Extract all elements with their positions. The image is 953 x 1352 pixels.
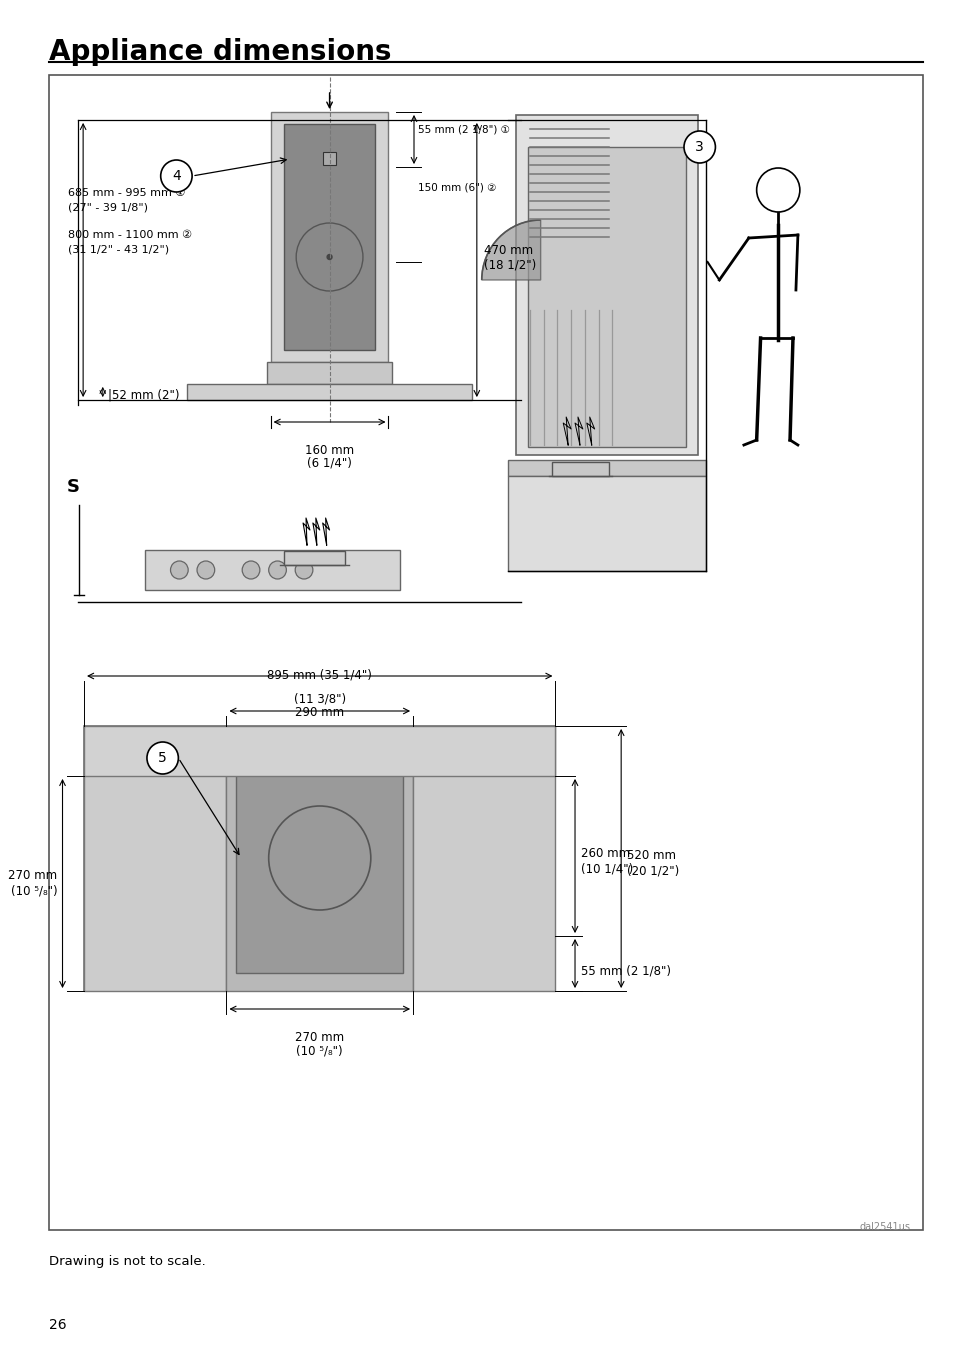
Text: dal2541us: dal2541us: [859, 1222, 910, 1232]
Text: (18 1/2"): (18 1/2"): [483, 258, 536, 272]
Text: 895 mm (35 1/4"): 895 mm (35 1/4"): [267, 668, 372, 681]
Text: (31 1/2" - 43 1/2"): (31 1/2" - 43 1/2"): [69, 245, 170, 256]
Text: 3: 3: [695, 141, 703, 154]
Circle shape: [756, 168, 799, 212]
Text: 290 mm: 290 mm: [294, 706, 344, 719]
Bar: [84, 726, 226, 991]
Text: 150 mm (6") ②: 150 mm (6") ②: [417, 183, 496, 192]
Text: 520 mm
(20 1/2"): 520 mm (20 1/2"): [626, 849, 679, 877]
Bar: [236, 744, 403, 973]
Circle shape: [197, 561, 214, 579]
Bar: [552, 462, 609, 476]
Bar: [49, 74, 922, 1230]
Wedge shape: [481, 220, 540, 280]
Circle shape: [242, 561, 259, 579]
Text: 470 mm: 470 mm: [483, 243, 533, 257]
Text: 160 mm: 160 mm: [305, 443, 354, 457]
Bar: [84, 726, 555, 991]
Circle shape: [171, 561, 188, 579]
Text: 55 mm (2 1/8"): 55 mm (2 1/8"): [580, 964, 670, 977]
Bar: [322, 151, 336, 165]
Text: (10 ⁵/₈"): (10 ⁵/₈"): [296, 1044, 343, 1057]
Text: 685 mm - 995 mm ①: 685 mm - 995 mm ①: [69, 188, 186, 197]
Text: 800 mm - 1100 mm ②: 800 mm - 1100 mm ②: [69, 230, 193, 241]
Bar: [508, 460, 705, 476]
Text: (11 3/8"): (11 3/8"): [294, 694, 345, 706]
Circle shape: [294, 561, 313, 579]
Bar: [284, 124, 375, 350]
Text: S: S: [67, 479, 79, 496]
Bar: [508, 476, 705, 571]
Text: 55 mm (2 1/8") ①: 55 mm (2 1/8") ①: [417, 124, 509, 135]
Bar: [84, 726, 555, 776]
Bar: [271, 112, 388, 362]
Text: Drawing is not to scale.: Drawing is not to scale.: [49, 1255, 205, 1268]
Circle shape: [147, 742, 178, 773]
Circle shape: [327, 254, 332, 260]
Text: 26: 26: [49, 1318, 67, 1332]
Bar: [267, 362, 392, 384]
Text: 270 mm: 270 mm: [294, 1032, 344, 1044]
Circle shape: [160, 160, 192, 192]
Bar: [226, 726, 413, 991]
Circle shape: [269, 561, 286, 579]
Bar: [145, 550, 400, 589]
Text: (6 1/4"): (6 1/4"): [307, 456, 352, 469]
Bar: [527, 147, 685, 448]
Text: 5: 5: [158, 750, 167, 765]
Bar: [413, 726, 555, 991]
Text: 270 mm
(10 ⁵/₈"): 270 mm (10 ⁵/₈"): [9, 869, 57, 896]
Bar: [284, 552, 345, 565]
Circle shape: [683, 131, 715, 164]
Text: 4: 4: [172, 169, 180, 183]
Text: Appliance dimensions: Appliance dimensions: [49, 38, 391, 66]
Text: |52 mm (2"): |52 mm (2"): [108, 388, 179, 402]
Text: 260 mm
(10 1/4"): 260 mm (10 1/4"): [580, 846, 633, 875]
Text: (27" - 39 1/8"): (27" - 39 1/8"): [69, 203, 149, 214]
Bar: [516, 115, 697, 456]
Bar: [187, 384, 472, 400]
